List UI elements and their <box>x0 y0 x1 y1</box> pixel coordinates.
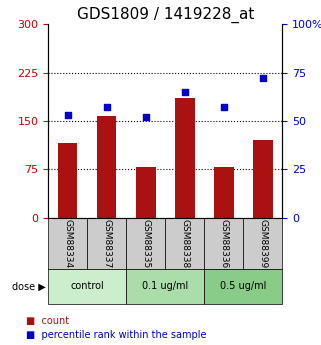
Text: GSM88338: GSM88338 <box>180 219 189 268</box>
Text: dose ▶: dose ▶ <box>13 282 46 292</box>
FancyBboxPatch shape <box>204 218 243 269</box>
Text: GSM88399: GSM88399 <box>258 219 267 268</box>
Text: GSM88337: GSM88337 <box>102 219 111 268</box>
FancyBboxPatch shape <box>165 218 204 269</box>
Point <box>260 76 265 81</box>
Bar <box>253 140 273 218</box>
FancyBboxPatch shape <box>87 218 126 269</box>
Text: 0.5 ug/ml: 0.5 ug/ml <box>220 282 267 292</box>
Text: ■  count: ■ count <box>26 316 69 326</box>
Bar <box>136 167 156 218</box>
Title: GDS1809 / 1419228_at: GDS1809 / 1419228_at <box>77 7 254 23</box>
Point <box>65 112 70 118</box>
FancyBboxPatch shape <box>204 269 282 304</box>
Bar <box>214 167 234 218</box>
Point <box>104 105 109 110</box>
Bar <box>175 98 195 218</box>
Text: GSM88336: GSM88336 <box>219 219 229 268</box>
FancyBboxPatch shape <box>243 218 282 269</box>
FancyBboxPatch shape <box>126 269 204 304</box>
FancyBboxPatch shape <box>48 218 87 269</box>
Point <box>182 89 187 95</box>
Point <box>221 105 226 110</box>
Text: GSM88334: GSM88334 <box>63 219 72 268</box>
FancyBboxPatch shape <box>126 218 165 269</box>
Bar <box>58 144 77 218</box>
Text: 0.1 ug/ml: 0.1 ug/ml <box>142 282 188 292</box>
FancyBboxPatch shape <box>48 269 126 304</box>
Text: control: control <box>70 282 104 292</box>
Text: GSM88335: GSM88335 <box>141 219 150 268</box>
Point <box>143 114 148 120</box>
Text: ■  percentile rank within the sample: ■ percentile rank within the sample <box>26 330 206 340</box>
Bar <box>97 116 117 218</box>
